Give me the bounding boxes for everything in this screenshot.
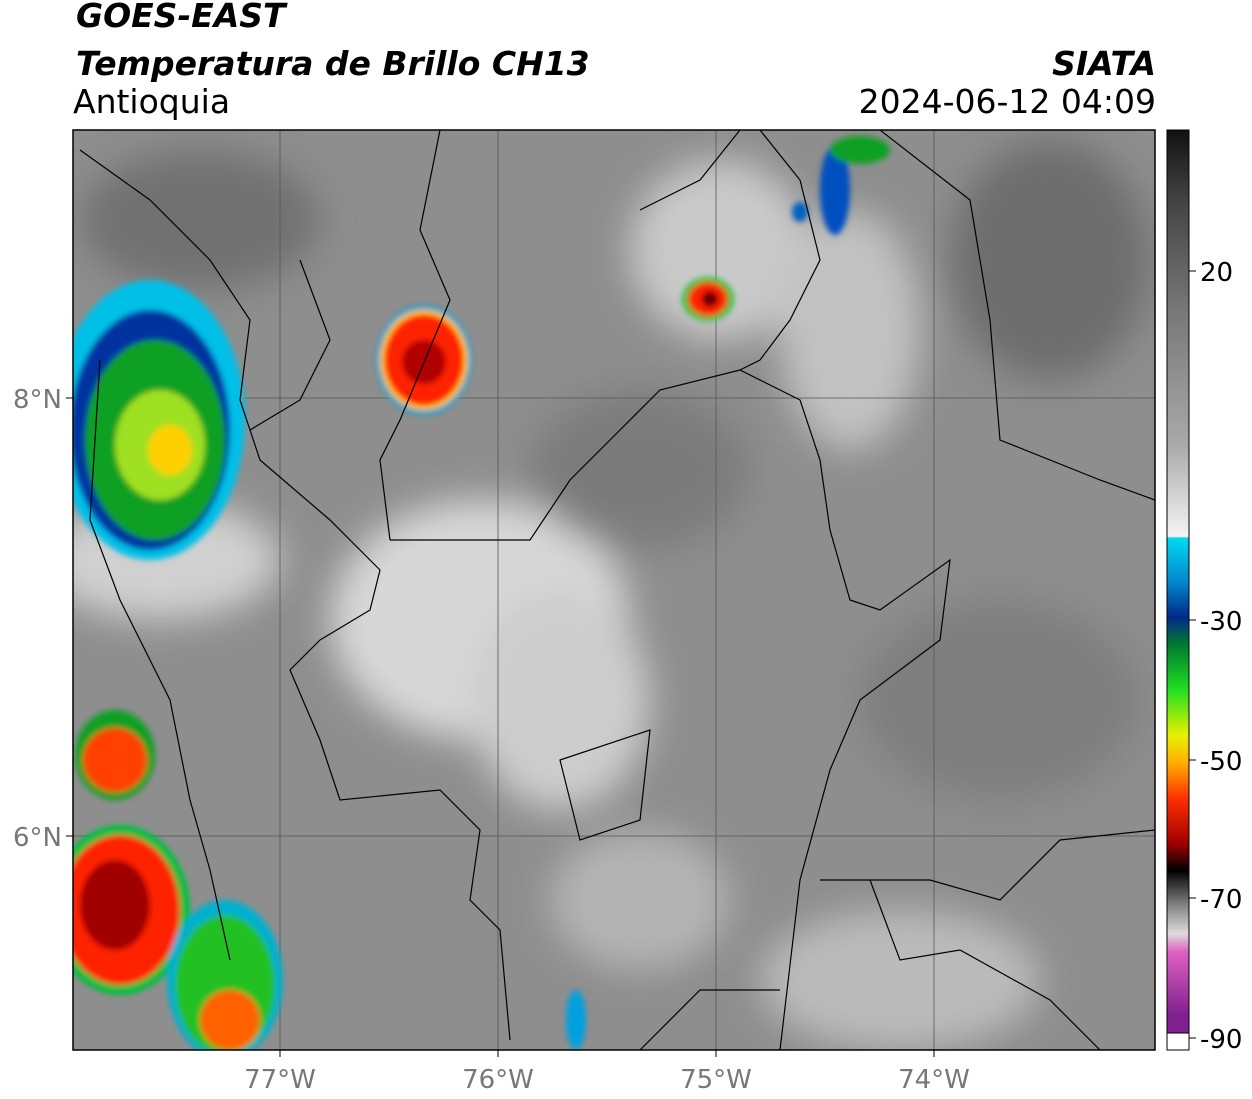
colorbar-label: 20 [1200, 258, 1233, 288]
colorbar-extend [1166, 1032, 1190, 1051]
lon-label: 76°W [462, 1065, 534, 1095]
title: GOES-EAST [76, 0, 286, 35]
source: SIATA [1052, 44, 1156, 83]
lon-label: 75°W [680, 1065, 752, 1095]
lon-label: 74°W [898, 1065, 970, 1095]
colorbar-label: -50 [1200, 747, 1242, 777]
colorbar-label: -30 [1200, 607, 1242, 637]
map-frame [72, 129, 1156, 1051]
timestamp: 2024-06-12 04:09 [858, 82, 1156, 121]
colorbar-frame [1166, 129, 1190, 1051]
lat-label: 6°N [13, 823, 62, 853]
region: Antioquia [73, 82, 231, 121]
lat-label: 8°N [13, 385, 62, 415]
colorbar-label: -90 [1200, 1025, 1242, 1055]
subtitle: Temperatura de Brillo CH13 [76, 44, 590, 83]
map-image [73, 130, 1155, 1050]
colorbar-label: -70 [1200, 885, 1242, 915]
lon-label: 77°W [244, 1065, 316, 1095]
colorbar [1167, 130, 1189, 1033]
